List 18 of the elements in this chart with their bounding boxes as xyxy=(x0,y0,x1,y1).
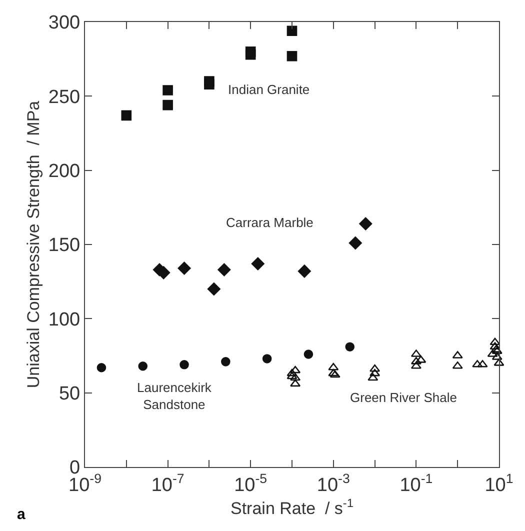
y-tick-label: 50 xyxy=(58,383,80,404)
x-tick-label: 10$^{-7}$ xyxy=(151,470,184,496)
series-label: Indian Granite xyxy=(228,82,310,97)
x-tick-label: 10$^{1}$ xyxy=(484,470,514,496)
y-tick-label: 300 xyxy=(48,12,80,34)
x-axis-title: Strain Rate / s$^{-1}$ xyxy=(230,496,354,518)
y-tick-label: 250 xyxy=(48,86,80,108)
x-tick-label: 10$^{-3}$ xyxy=(316,470,350,496)
y-tick-label: 100 xyxy=(48,309,80,330)
text: a xyxy=(17,506,26,523)
series-label: Green River Shale xyxy=(350,390,457,405)
y-tick-label: 150 xyxy=(48,235,80,256)
series-label: Laurencekirk Sandstone xyxy=(137,380,212,412)
y-tick-label: 200 xyxy=(48,160,80,182)
x-tick-label: 10$^{-5}$ xyxy=(234,470,268,496)
x-tick-label: 10$^{-1}$ xyxy=(400,470,433,496)
y-axis-title: Uniaxial Compressive Strength / MPa xyxy=(24,100,43,388)
text: Carrara Marble xyxy=(226,215,314,230)
